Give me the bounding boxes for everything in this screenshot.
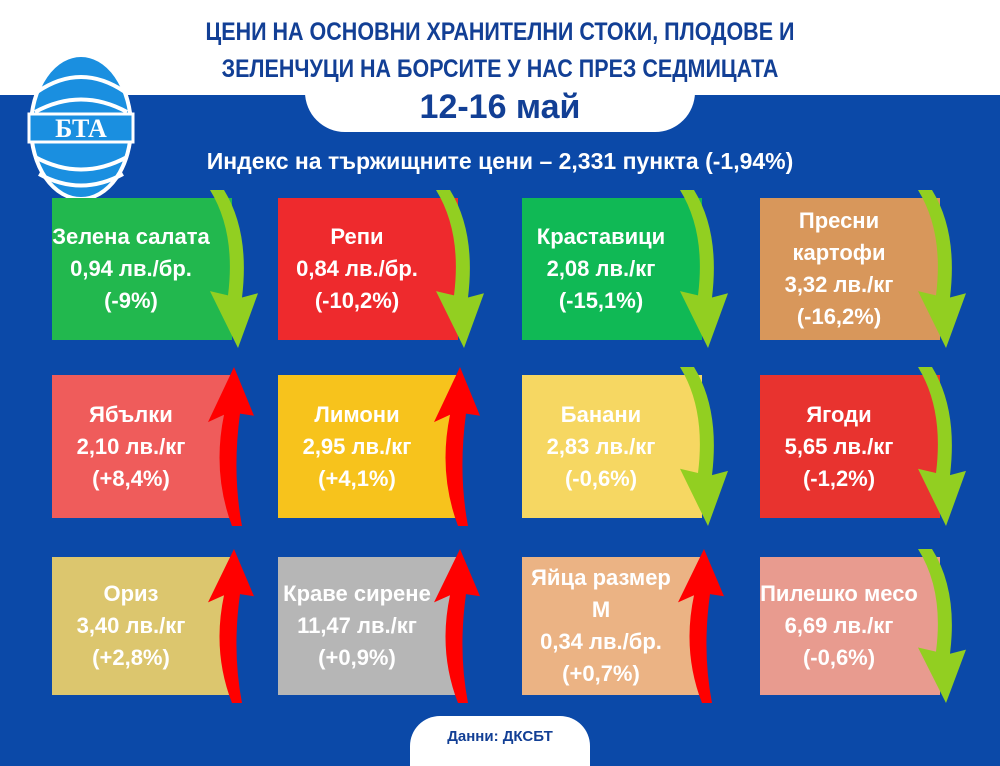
arrow-up-icon [208, 367, 254, 526]
card-change: (-0,6%) [564, 465, 638, 491]
card-price: 2,10 лв./кг [76, 433, 186, 459]
card-change: (-9%) [104, 288, 158, 313]
card-price: 0,94 лв./бр. [70, 256, 192, 281]
arrow-up-icon [678, 549, 724, 703]
card-price: 2,08 лв./кг [546, 256, 656, 281]
card-price: 6,69 лв./кг [784, 613, 894, 638]
price-card: Ориз 3,40 лв./кг (+2,8%) [52, 557, 232, 695]
price-card: Ябълки 2,10 лв./кг (+8,4%) [52, 375, 232, 518]
card-name: Ябълки [89, 401, 173, 427]
page-title: ЦЕНИ НА ОСНОВНИ ХРАНИТЕЛНИ СТОКИ, ПЛОДОВ… [70, 14, 930, 88]
price-card: Ягоди 5,65 лв./кг (-1,2%) [760, 375, 940, 518]
card-change: (+4,1%) [318, 465, 396, 491]
arrow-down-icon [918, 549, 966, 703]
card-change: (-10,2%) [314, 288, 400, 313]
card-change: (-1,2%) [802, 465, 876, 491]
card-name: Репи [330, 224, 384, 249]
card-price: 2,95 лв./кг [302, 433, 412, 459]
card-price: 3,40 лв./кг [76, 613, 186, 638]
card-name: Зелена салата [52, 224, 210, 249]
card-change: (-15,1%) [558, 288, 644, 313]
card-change: (+0,9%) [318, 645, 396, 670]
title-line-1: ЦЕНИ НА ОСНОВНИ ХРАНИТЕЛНИ СТОКИ, ПЛОДОВ… [205, 18, 795, 46]
arrow-down-icon [918, 367, 966, 526]
arrow-down-icon [918, 190, 966, 348]
card-change: (+2,8%) [92, 645, 170, 670]
card-name: Лимони [314, 401, 400, 427]
bta-logo-icon: БТА [27, 53, 135, 201]
price-card: Пилешко месо 6,69 лв./кг (-0,6%) [760, 557, 940, 695]
arrow-up-icon [208, 549, 254, 703]
card-change: (+8,4%) [92, 465, 170, 491]
data-source: Данни: ДКСБТ [410, 716, 590, 766]
price-card: Пресни картофи 3,32 лв./кг (-16,2%) [760, 198, 940, 340]
market-index: Индекс на тържищните цени – 2,331 пункта… [206, 148, 794, 174]
card-price: 0,34 лв./бр. [540, 629, 662, 654]
price-card: Краве сирене 11,47 лв./кг (+0,9%) [278, 557, 458, 695]
header-tab [305, 60, 695, 132]
card-price: 0,84 лв./бр. [296, 256, 418, 281]
card-name: Яйца размер М [531, 565, 671, 622]
card-price: 5,65 лв./кг [784, 433, 894, 459]
card-price: 11,47 лв./кг [297, 613, 417, 638]
card-change: (-0,6%) [802, 645, 876, 670]
card-name: Ягоди [806, 401, 872, 427]
card-change: (+0,7%) [562, 661, 640, 686]
date-range: 12-16 май [419, 88, 581, 126]
card-price: 3,32 лв./кг [784, 272, 894, 297]
arrow-up-icon [434, 367, 480, 526]
card-name: Пилешко месо [760, 581, 918, 606]
price-card: Банани 2,83 лв./кг (-0,6%) [522, 375, 702, 518]
card-name: Банани [560, 401, 642, 427]
arrow-down-icon [210, 190, 258, 348]
card-name: Ориз [103, 581, 159, 606]
arrow-down-icon [680, 367, 728, 526]
svg-text:БТА: БТА [55, 114, 107, 143]
card-name: Пресни картофи [792, 208, 886, 265]
title-line-2: ЗЕЛЕНЧУЦИ НА БОРСИТЕ У НАС ПРЕЗ СЕДМИЦАТ… [221, 55, 779, 83]
arrow-up-icon [434, 549, 480, 703]
price-card: Краставици 2,08 лв./кг (-15,1%) [522, 198, 702, 340]
card-change: (-16,2%) [796, 304, 882, 329]
arrow-down-icon [680, 190, 728, 348]
price-card: Репи 0,84 лв./бр. (-10,2%) [278, 198, 458, 340]
card-name: Краве сирене [283, 581, 431, 606]
arrow-down-icon [436, 190, 484, 348]
card-price: 2,83 лв./кг [546, 433, 656, 459]
price-card: Яйца размер М 0,34 лв./бр. (+0,7%) [522, 557, 702, 695]
price-card: Лимони 2,95 лв./кг (+4,1%) [278, 375, 458, 518]
card-name: Краставици [536, 224, 666, 249]
price-card: Зелена салата 0,94 лв./бр. (-9%) [52, 198, 232, 340]
